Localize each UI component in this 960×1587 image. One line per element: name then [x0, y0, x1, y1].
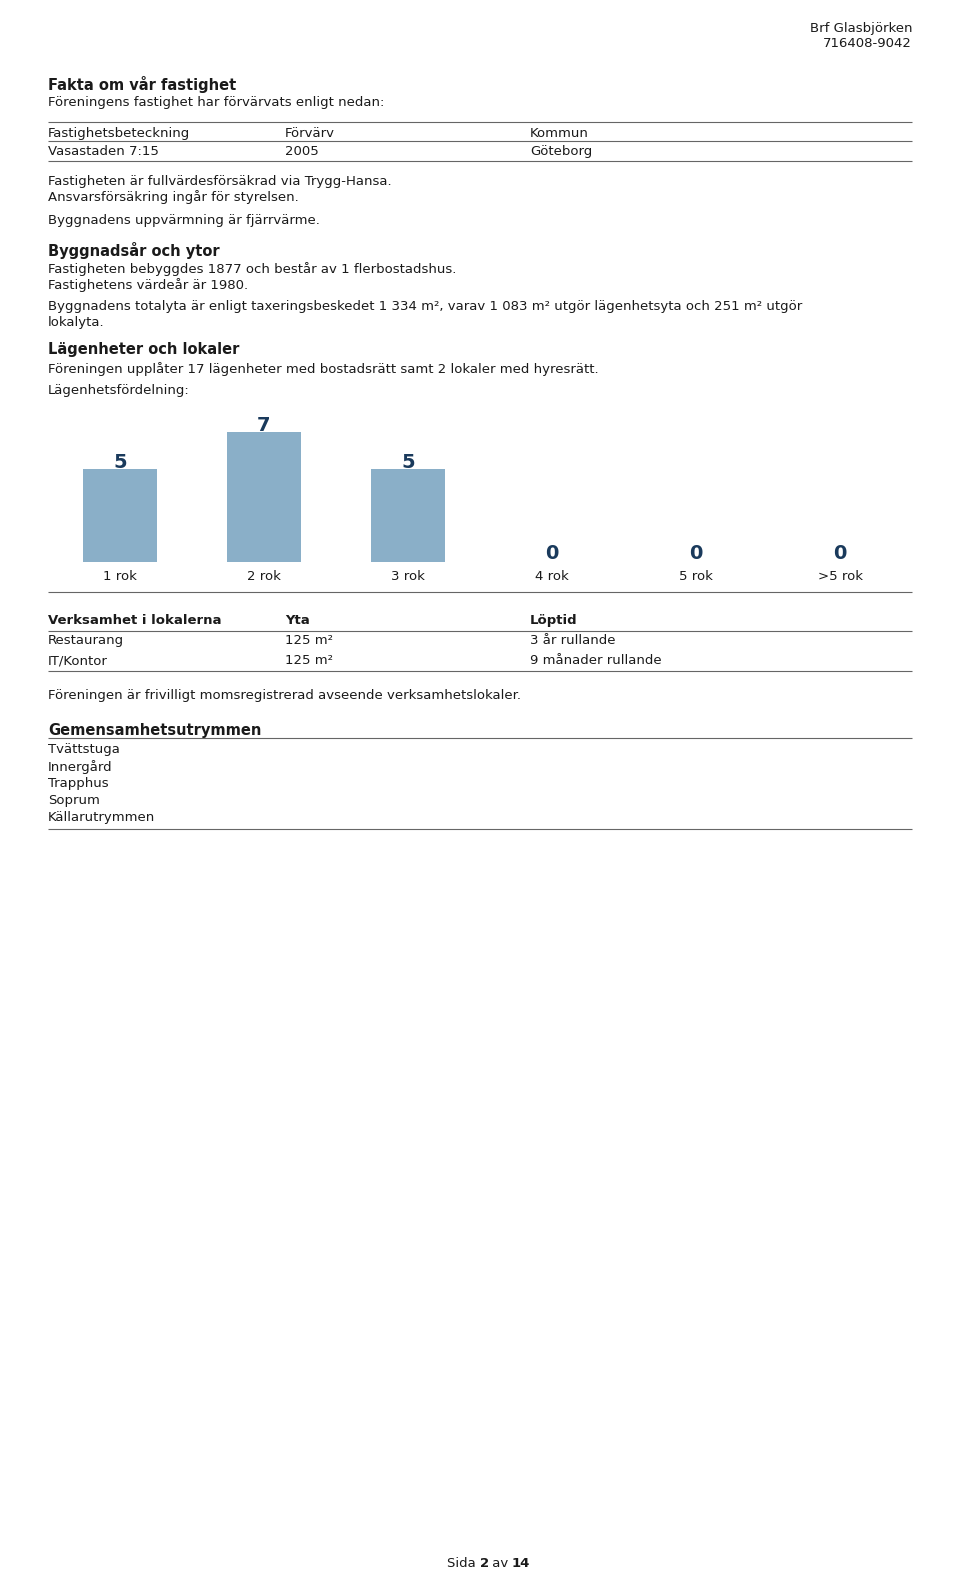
Text: 9 månader rullande: 9 månader rullande [530, 654, 661, 667]
Bar [227, 432, 301, 562]
Text: Trapphus: Trapphus [48, 778, 108, 790]
Text: Lägenhetsfördelning:: Lägenhetsfördelning: [48, 384, 190, 397]
Text: >5 rok: >5 rok [818, 570, 862, 582]
Text: IT/Kontor: IT/Kontor [48, 654, 108, 667]
Text: 5: 5 [113, 454, 127, 473]
Text: Kommun: Kommun [530, 127, 588, 140]
Text: 125 m²: 125 m² [285, 654, 333, 667]
Bar [83, 470, 157, 562]
Text: Göteborg: Göteborg [530, 144, 592, 159]
Text: Restaurang: Restaurang [48, 633, 124, 647]
Bar [371, 470, 445, 562]
Text: Föreningen är frivilligt momsregistrerad avseende verksamhetslokaler.: Föreningen är frivilligt momsregistrerad… [48, 689, 521, 701]
Text: 3 år rullande: 3 år rullande [530, 633, 615, 647]
Text: Yta: Yta [285, 614, 310, 627]
Text: Byggnadsår och ytor: Byggnadsår och ytor [48, 241, 220, 259]
Text: 1 rok: 1 rok [103, 570, 137, 582]
Text: Förvärv: Förvärv [285, 127, 335, 140]
Text: Soprum: Soprum [48, 794, 100, 808]
Text: Tvättstuga: Tvättstuga [48, 743, 120, 755]
Text: Lägenheter och lokaler: Lägenheter och lokaler [48, 343, 239, 357]
Text: 2005: 2005 [285, 144, 319, 159]
Text: Sida: Sida [447, 1557, 480, 1570]
Text: 0: 0 [833, 544, 847, 563]
Text: 4 rok: 4 rok [535, 570, 569, 582]
Text: Fastigheten bebyggdes 1877 och består av 1 flerbostadshus.: Fastigheten bebyggdes 1877 och består av… [48, 262, 456, 276]
Text: 3 rok: 3 rok [391, 570, 425, 582]
Text: 5 rok: 5 rok [679, 570, 713, 582]
Text: av: av [488, 1557, 513, 1570]
Text: Fastigheten är fullvärdesförsäkrad via Trygg-Hansa.: Fastigheten är fullvärdesförsäkrad via T… [48, 175, 392, 187]
Text: 14: 14 [512, 1557, 530, 1570]
Text: Källarutrymmen: Källarutrymmen [48, 811, 156, 824]
Text: 0: 0 [689, 544, 703, 563]
Text: Byggnadens uppvärmning är fjärrvärme.: Byggnadens uppvärmning är fjärrvärme. [48, 214, 320, 227]
Text: Löptid: Löptid [530, 614, 578, 627]
Text: Fastighetens värdeår är 1980.: Fastighetens värdeår är 1980. [48, 278, 248, 292]
Text: Fakta om vår fastighet: Fakta om vår fastighet [48, 76, 236, 94]
Text: Föreningen upplåter 17 lägenheter med bostadsrätt samt 2 lokaler med hyresrätt.: Föreningen upplåter 17 lägenheter med bo… [48, 362, 599, 376]
Text: Föreningens fastighet har förvärvats enligt nedan:: Föreningens fastighet har förvärvats enl… [48, 95, 384, 110]
Text: 716408-9042: 716408-9042 [823, 37, 912, 51]
Text: Ansvarsförsäkring ingår för styrelsen.: Ansvarsförsäkring ingår för styrelsen. [48, 190, 299, 205]
Text: 0: 0 [545, 544, 559, 563]
Text: lokalyta.: lokalyta. [48, 316, 105, 329]
Text: Byggnadens totalyta är enligt taxeringsbeskedet 1 334 m², varav 1 083 m² utgör l: Byggnadens totalyta är enligt taxeringsb… [48, 300, 803, 313]
Text: 5: 5 [401, 454, 415, 473]
Text: 125 m²: 125 m² [285, 633, 333, 647]
Text: 2: 2 [480, 1557, 490, 1570]
Text: Gemensamhetsutrymmen: Gemensamhetsutrymmen [48, 724, 261, 738]
Text: Innergård: Innergård [48, 760, 112, 774]
Text: Verksamhet i lokalerna: Verksamhet i lokalerna [48, 614, 222, 627]
Text: Brf Glasbjörken: Brf Glasbjörken [809, 22, 912, 35]
Text: Fastighetsbeteckning: Fastighetsbeteckning [48, 127, 190, 140]
Text: Vasastaden 7:15: Vasastaden 7:15 [48, 144, 158, 159]
Text: 2 rok: 2 rok [247, 570, 281, 582]
Text: 7: 7 [257, 416, 271, 435]
